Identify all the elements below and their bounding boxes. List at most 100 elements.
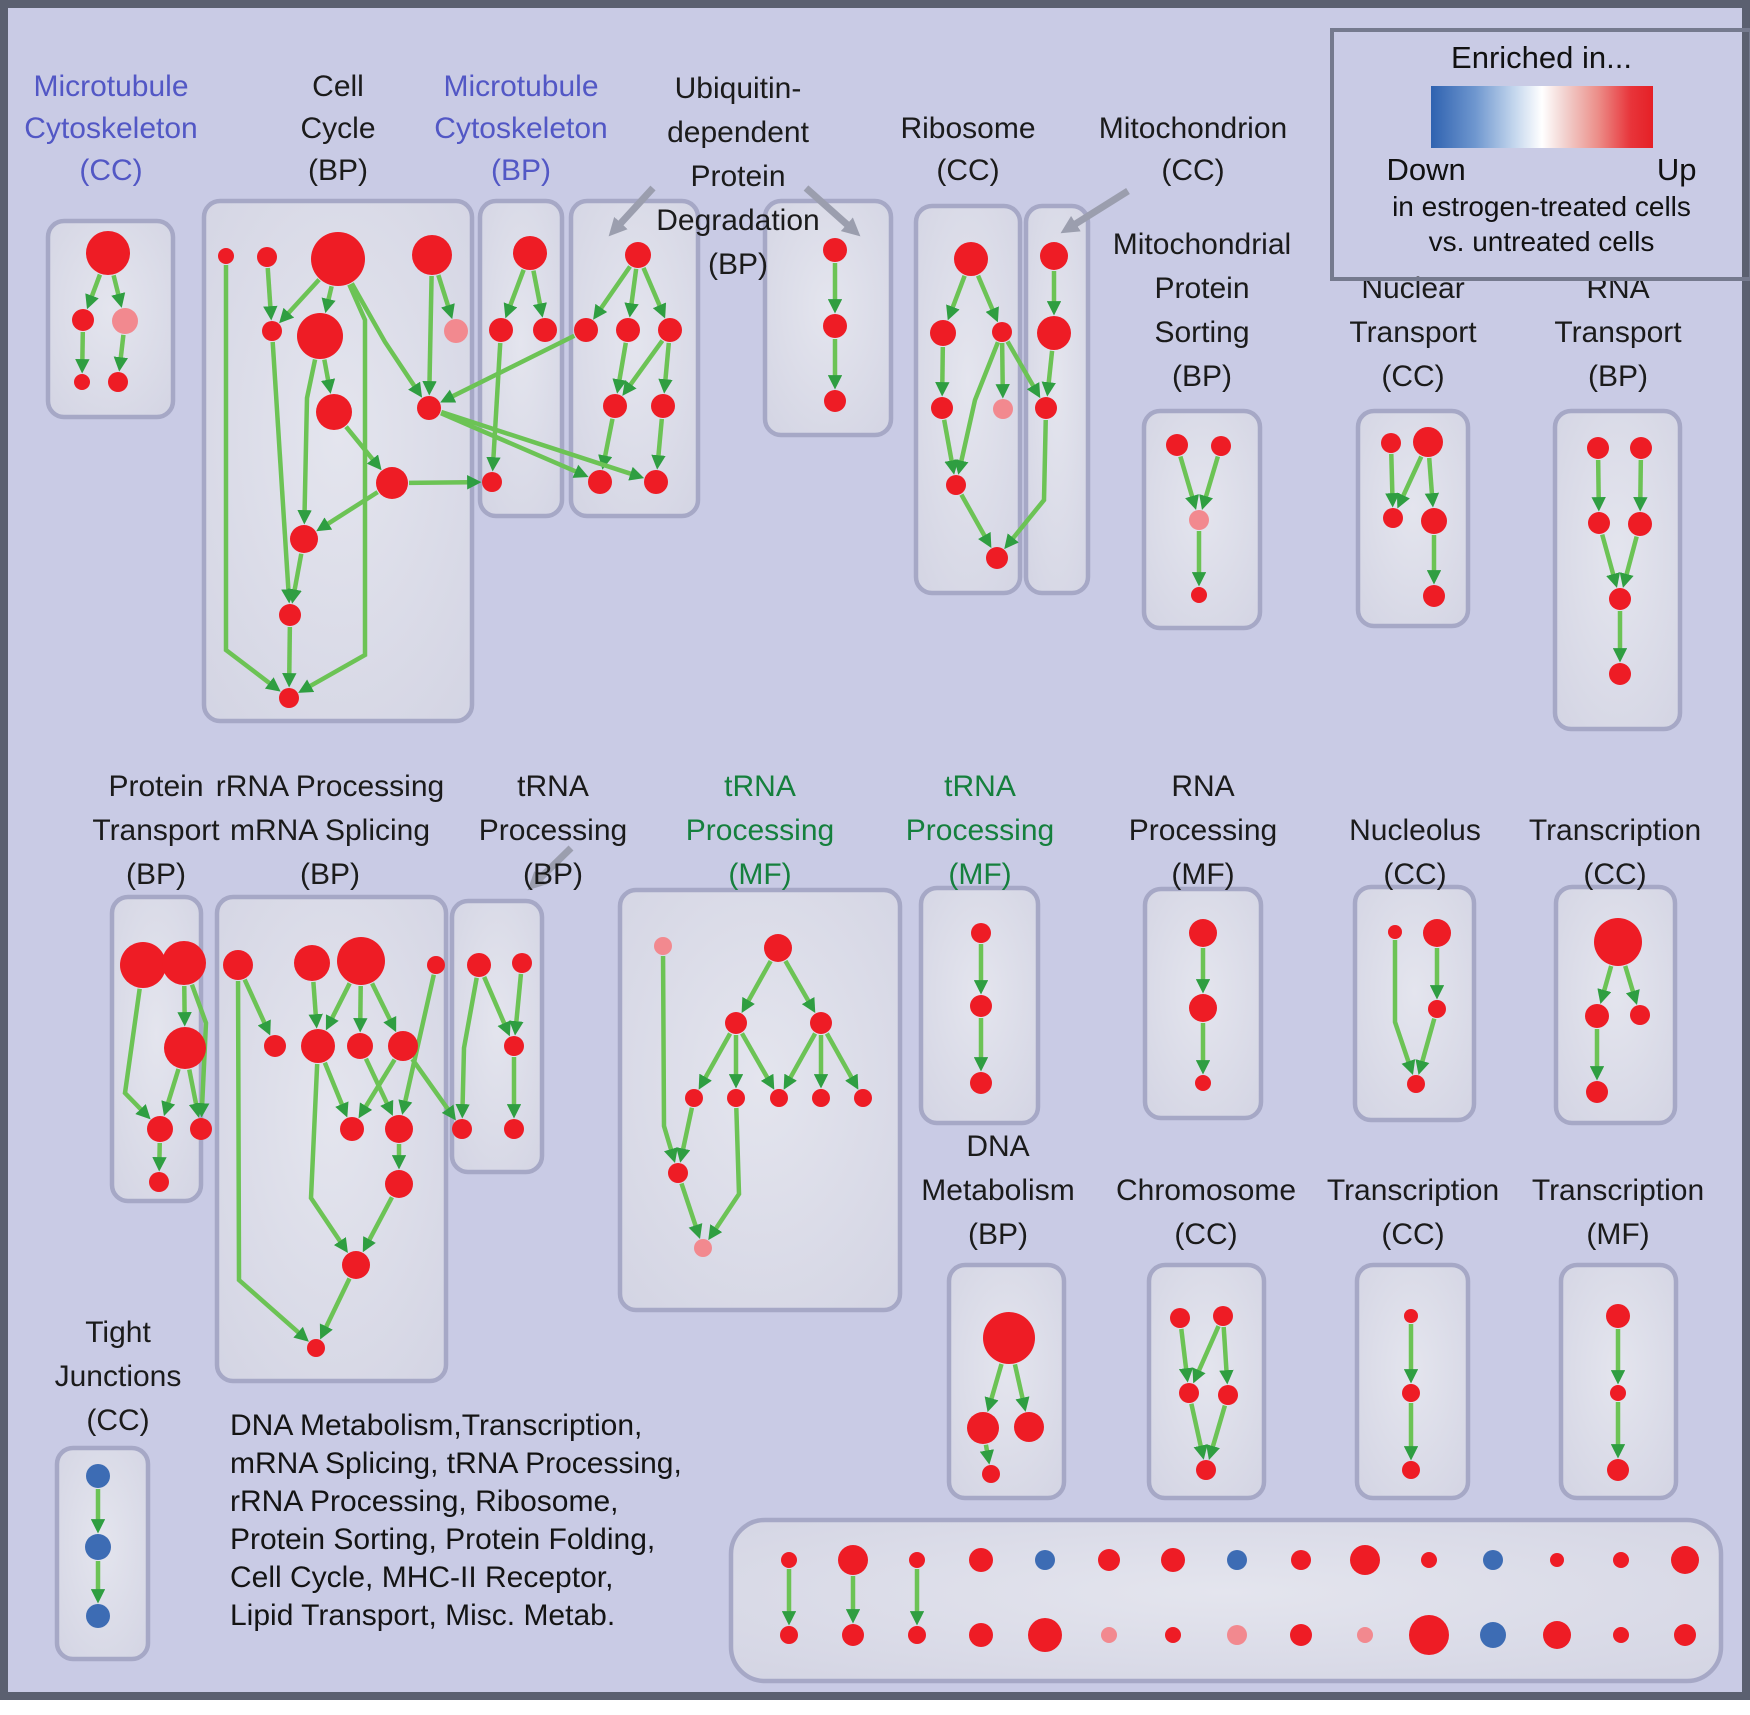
go-term-node [982, 1465, 1000, 1483]
go-term-node [489, 318, 513, 342]
legend: Enriched in... Down Up in estrogen-treat… [1330, 28, 1750, 281]
cluster-label: Mitochondrion [1099, 112, 1287, 145]
cluster-label: (BP) [1172, 360, 1232, 393]
go-term-node [954, 242, 988, 276]
go-term-node [1357, 1627, 1373, 1643]
go-term-node [1035, 1550, 1055, 1570]
labels-layer: Microtubule Cytoskeleton (CC) Cell Cycle (BP)… [24, 70, 1704, 1437]
go-term-node [1350, 1545, 1380, 1575]
cluster-label: Transport [92, 814, 220, 847]
go-term-node [1543, 1621, 1571, 1649]
cluster-label: Transport [1554, 316, 1682, 349]
cluster-label: (BP) [300, 858, 360, 891]
cluster-label: (BP) [126, 858, 186, 891]
edge-q10-q11 [679, 1182, 703, 1240]
go-term-node [1161, 1548, 1185, 1572]
go-term-node [812, 1089, 830, 1107]
go-term-node [342, 1251, 370, 1279]
go-term-node [147, 1116, 173, 1142]
go-term-node [969, 1548, 993, 1572]
cluster-label: tRNA [944, 770, 1016, 803]
cluster-box-mito [1023, 203, 1091, 596]
cluster-label: Cycle [300, 112, 375, 145]
edge-r7-r10 [363, 1057, 394, 1116]
cluster-box-ribosome [913, 203, 1023, 596]
go-term-node [1028, 1618, 1062, 1652]
cluster-label: Metabolism [921, 1174, 1074, 1207]
go-term-node [279, 688, 299, 708]
go-term-node [149, 1172, 169, 1192]
cluster-label: (CC) [936, 154, 999, 187]
edge-U5-U7 [598, 418, 615, 470]
edge-r1-r5 [242, 978, 271, 1036]
go-term-node [823, 238, 847, 262]
go-term-node [1189, 510, 1209, 530]
go-term-node [1628, 512, 1652, 536]
cluster-label: (BP) [708, 248, 768, 281]
go-term-node [86, 1464, 110, 1488]
go-term-node [86, 231, 130, 275]
go-term-node [1213, 1306, 1233, 1326]
go-term-node [1607, 1459, 1629, 1481]
go-term-node [685, 1089, 703, 1107]
cluster-label: (MF) [728, 858, 791, 891]
edge-I-J [316, 490, 379, 532]
cluster-box-nucleolus [1352, 884, 1477, 1123]
go-term-node [1483, 1550, 1503, 1570]
go-term-node [108, 372, 128, 392]
go-term-node [164, 1027, 206, 1069]
cluster-label: Cytoskeleton [434, 112, 607, 145]
go-term-node [967, 1412, 999, 1444]
cluster-label: (BP) [308, 154, 368, 187]
edge-H-U8 [440, 409, 645, 481]
edge-mc1-mc2 [85, 273, 103, 310]
cluster-label: DNA [966, 1130, 1029, 1163]
go-term-node [1480, 1622, 1506, 1648]
go-term-node [279, 604, 301, 626]
edge-N2-N4 [1424, 457, 1440, 508]
edge-T2-T4 [1633, 459, 1648, 512]
go-term-node [654, 937, 672, 955]
edge-M1-M2 [503, 269, 526, 319]
cluster-label: (CC) [1383, 858, 1446, 891]
edge-c2-c3 [1192, 1325, 1221, 1384]
edge-q3-q5 [698, 1032, 733, 1090]
go-term-node [257, 247, 277, 267]
go-term-node [417, 396, 441, 420]
go-term-node [1166, 434, 1188, 456]
go-term-node [1165, 1627, 1181, 1643]
go-term-node [588, 470, 612, 494]
cluster-label: (CC) [1381, 360, 1444, 393]
edge-E-K [270, 341, 296, 604]
go-term-node [770, 1089, 788, 1107]
go-term-node [625, 242, 651, 268]
go-term-node [444, 319, 468, 343]
edge-r6-r9 [322, 1061, 349, 1118]
go-term-node [1421, 1552, 1437, 1568]
go-term-node [190, 1118, 212, 1140]
edge-q1-q10 [660, 955, 678, 1163]
go-term-node [992, 322, 1012, 342]
go-term-node [969, 1623, 993, 1647]
cluster-label: Transport [1349, 316, 1477, 349]
go-term-node [1423, 585, 1445, 607]
go-term-node [931, 397, 953, 419]
edge-mc3-mc5 [113, 334, 128, 372]
cluster-label: dependent [667, 116, 809, 149]
go-term-node [1404, 1309, 1418, 1323]
go-term-node [1613, 1552, 1629, 1568]
go-term-node [1428, 1000, 1446, 1018]
go-term-node [908, 1626, 926, 1644]
edge-S1-S3 [1178, 455, 1199, 510]
category-list-line: rRNA Processing, Ribosome, [230, 1485, 619, 1518]
edge-r3-r6 [325, 982, 352, 1031]
cluster-label: (BP) [1588, 360, 1648, 393]
go-term-node [603, 394, 627, 418]
go-term-node [1227, 1625, 1247, 1645]
go-term-node [574, 318, 598, 342]
cluster-label: Processing [686, 814, 834, 847]
go-term-node [946, 475, 966, 495]
edge-t1-t4 [455, 977, 479, 1119]
go-term-node [854, 1089, 872, 1107]
go-term-node [658, 318, 682, 342]
